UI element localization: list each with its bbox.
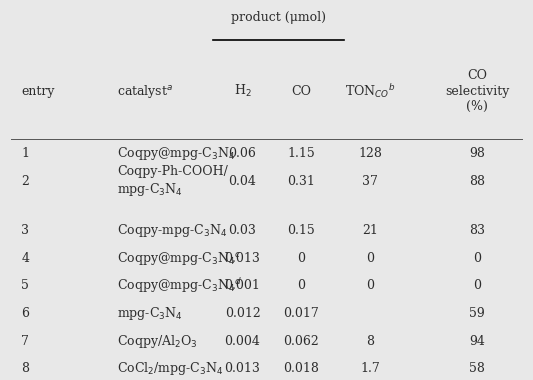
Text: Coqpy@mpg-C$_3$N$_4$: Coqpy@mpg-C$_3$N$_4$	[117, 146, 236, 162]
Text: 0: 0	[297, 279, 305, 292]
Text: 0.018: 0.018	[283, 363, 319, 375]
Text: 1: 1	[21, 147, 29, 160]
Text: 1.15: 1.15	[287, 147, 315, 160]
Text: 0.15: 0.15	[287, 224, 315, 237]
Text: 0: 0	[366, 252, 375, 264]
Text: CoCl$_2$/mpg-C$_3$N$_4$: CoCl$_2$/mpg-C$_3$N$_4$	[117, 361, 224, 377]
Text: 4: 4	[21, 252, 29, 264]
Text: 0.03: 0.03	[229, 224, 256, 237]
Text: 3: 3	[21, 224, 29, 237]
Text: 0.017: 0.017	[283, 307, 319, 320]
Text: H$_2$: H$_2$	[233, 83, 252, 99]
Text: 0.31: 0.31	[287, 175, 315, 188]
Text: Coqpy-Ph-COOH/
mpg-C$_3$N$_4$: Coqpy-Ph-COOH/ mpg-C$_3$N$_4$	[117, 165, 228, 198]
Text: entry: entry	[21, 85, 55, 98]
Text: 0: 0	[366, 279, 375, 292]
Text: 128: 128	[359, 147, 382, 160]
Text: 1.7: 1.7	[360, 363, 381, 375]
Text: 0.013: 0.013	[224, 252, 261, 264]
Text: 0.04: 0.04	[229, 175, 256, 188]
Text: 0.004: 0.004	[224, 335, 261, 348]
Text: Coqpy@mpg-C$_3$N$_4$$^c$: Coqpy@mpg-C$_3$N$_4$$^c$	[117, 250, 241, 266]
Text: Coqpy@mpg-C$_3$N$_4$$^d$: Coqpy@mpg-C$_3$N$_4$$^d$	[117, 276, 243, 295]
Text: product (μmol): product (μmol)	[231, 11, 326, 24]
Text: TON$_{CO}$$^b$: TON$_{CO}$$^b$	[345, 82, 395, 100]
Text: 2: 2	[21, 175, 29, 188]
Text: 8: 8	[21, 363, 29, 375]
Text: Coqpy/Al$_2$O$_3$: Coqpy/Al$_2$O$_3$	[117, 333, 198, 350]
Text: 59: 59	[469, 307, 485, 320]
Text: 7: 7	[21, 335, 29, 348]
Text: 94: 94	[469, 335, 485, 348]
Text: 37: 37	[362, 175, 378, 188]
Text: 0.012: 0.012	[224, 307, 261, 320]
Text: CO: CO	[291, 85, 311, 98]
Text: 0.013: 0.013	[224, 363, 261, 375]
Text: 83: 83	[469, 224, 485, 237]
Text: 88: 88	[469, 175, 485, 188]
Text: catalyst$^a$: catalyst$^a$	[117, 83, 174, 100]
Text: 98: 98	[469, 147, 485, 160]
Text: 0: 0	[297, 252, 305, 264]
Text: 58: 58	[469, 363, 485, 375]
Text: 6: 6	[21, 307, 29, 320]
Text: CO
selectivity
(%): CO selectivity (%)	[445, 69, 509, 113]
Text: 21: 21	[362, 224, 378, 237]
Text: 0.001: 0.001	[224, 279, 261, 292]
Text: 5: 5	[21, 279, 29, 292]
Text: 0.06: 0.06	[229, 147, 256, 160]
Text: mpg-C$_3$N$_4$: mpg-C$_3$N$_4$	[117, 305, 183, 322]
Text: 0.062: 0.062	[283, 335, 319, 348]
Text: Coqpy-mpg-C$_3$N$_4$: Coqpy-mpg-C$_3$N$_4$	[117, 222, 228, 239]
Text: 0: 0	[473, 252, 481, 264]
Text: 8: 8	[366, 335, 375, 348]
Text: 0: 0	[473, 279, 481, 292]
